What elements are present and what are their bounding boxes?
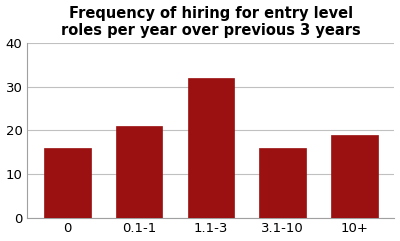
Title: Frequency of hiring for entry level
roles per year over previous 3 years: Frequency of hiring for entry level role… [61, 6, 361, 38]
Bar [331, 135, 378, 218]
Bar [44, 148, 91, 218]
Bar [188, 78, 234, 218]
Bar [116, 126, 162, 218]
Bar [259, 148, 306, 218]
